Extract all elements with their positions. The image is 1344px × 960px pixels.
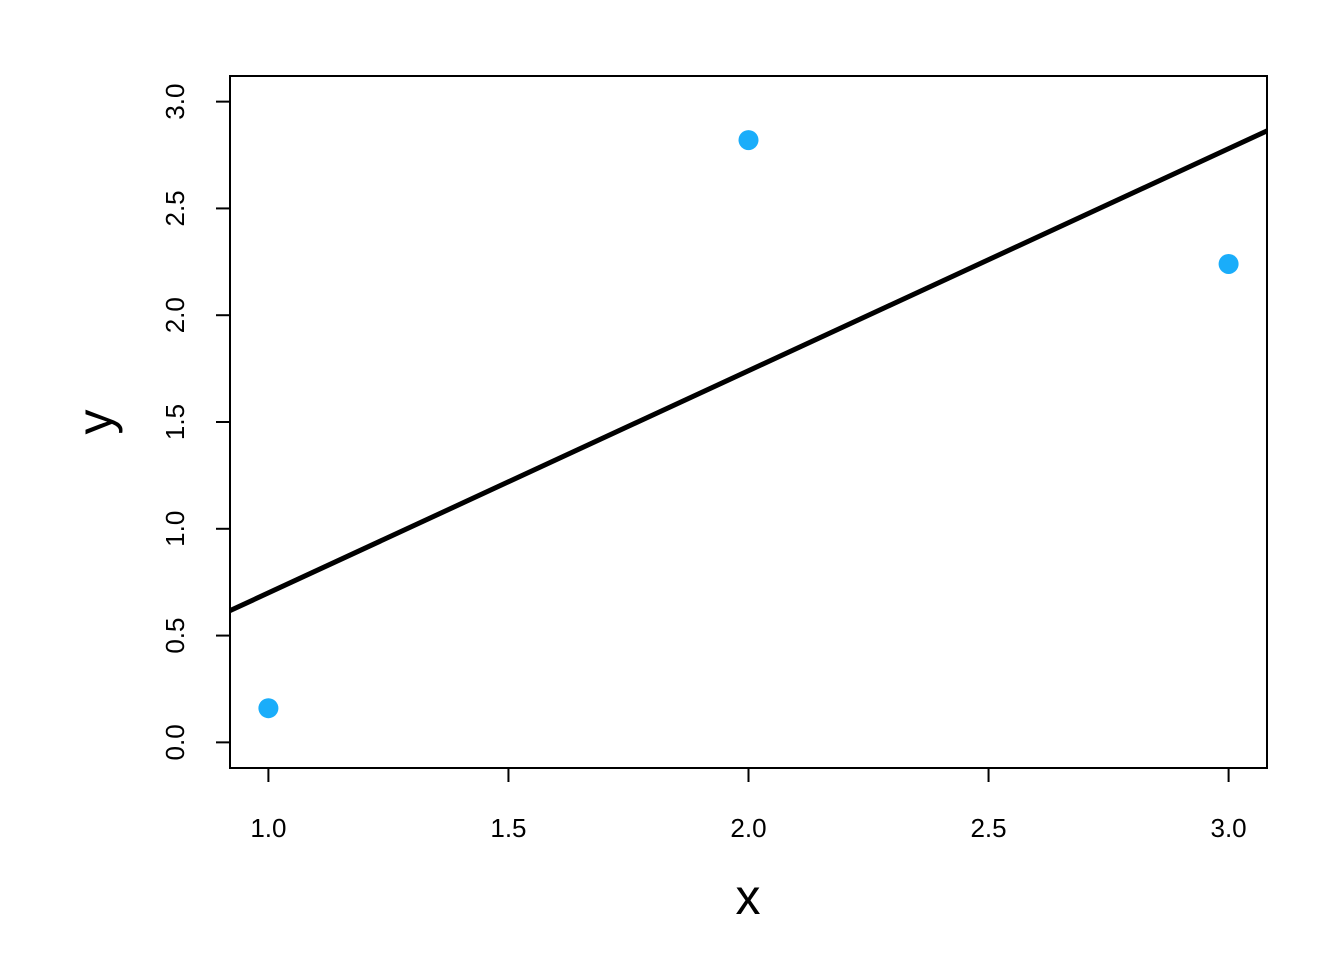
y-tick-label: 2.0 xyxy=(160,297,190,333)
regression-line xyxy=(228,128,1269,613)
x-tick-label: 1.0 xyxy=(250,813,286,843)
y-axis-label: y xyxy=(67,410,123,435)
x-axis-label: x xyxy=(736,869,761,925)
y-tick-label: 3.0 xyxy=(160,84,190,120)
data-point xyxy=(258,698,279,719)
x-tick-label: 3.0 xyxy=(1211,813,1247,843)
x-tick-label: 2.0 xyxy=(730,813,766,843)
data-point xyxy=(738,130,759,151)
data-point xyxy=(1218,253,1239,274)
y-tick-label: 2.5 xyxy=(160,190,190,226)
y-tick-label: 1.0 xyxy=(160,511,190,547)
y-tick-label: 0.5 xyxy=(160,618,190,654)
x-tick-label: 1.5 xyxy=(490,813,526,843)
x-tick-label: 2.5 xyxy=(970,813,1006,843)
y-tick-label: 0.0 xyxy=(160,724,190,760)
y-tick-label: 1.5 xyxy=(160,404,190,440)
plot-box xyxy=(229,75,1268,769)
